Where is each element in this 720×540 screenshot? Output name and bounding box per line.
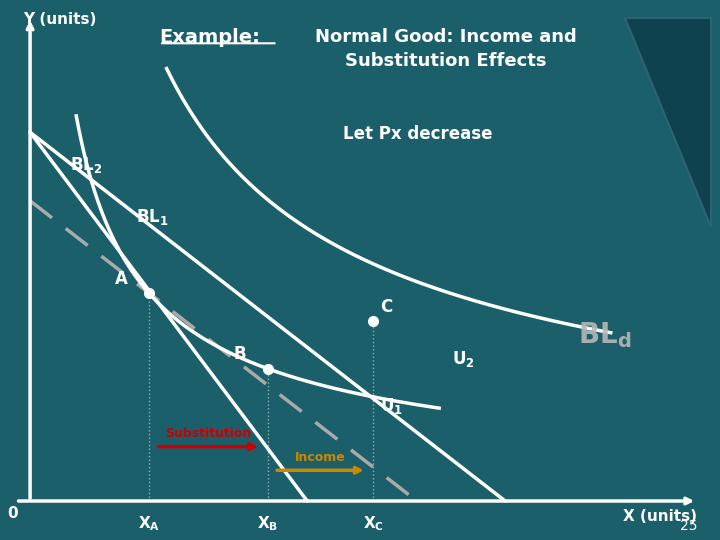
Text: Substitution: Substitution: [165, 427, 251, 440]
Text: Example:: Example:: [159, 28, 260, 48]
Text: $\mathbf{BL_1}$: $\mathbf{BL_1}$: [135, 207, 168, 227]
Text: $\mathbf{BL_2}$: $\mathbf{BL_2}$: [70, 155, 102, 175]
Text: $\mathbf{U_1}$: $\mathbf{U_1}$: [379, 396, 402, 416]
Text: 0: 0: [6, 507, 17, 522]
Text: B: B: [233, 345, 246, 363]
Text: Y (units): Y (units): [23, 12, 96, 27]
Text: Income: Income: [295, 450, 346, 464]
Text: $\mathbf{X_C}$: $\mathbf{X_C}$: [363, 515, 384, 533]
Text: 25: 25: [680, 519, 697, 533]
Text: $\mathbf{U_2}$: $\mathbf{U_2}$: [452, 349, 475, 369]
Text: A: A: [114, 269, 127, 288]
Text: Let Px decrease: Let Px decrease: [343, 125, 492, 143]
Text: $\mathbf{X_A}$: $\mathbf{X_A}$: [138, 515, 160, 533]
Text: $\mathbf{X_B}$: $\mathbf{X_B}$: [257, 515, 278, 533]
Text: $\mathbf{BL_d}$: $\mathbf{BL_d}$: [577, 321, 631, 350]
Text: Normal Good: Income and
Substitution Effects: Normal Good: Income and Substitution Eff…: [315, 28, 577, 70]
Polygon shape: [626, 17, 711, 227]
Text: X (units): X (units): [623, 509, 697, 524]
Text: C: C: [380, 298, 392, 316]
